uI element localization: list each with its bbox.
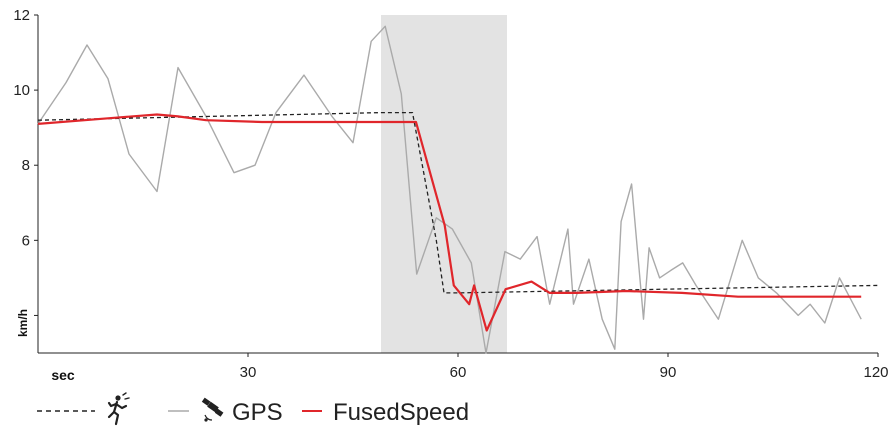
legend-item-reference bbox=[37, 392, 130, 426]
y-tick-label: 6 bbox=[22, 232, 30, 249]
highlight-band-layer bbox=[381, 15, 507, 353]
x-tick-label: 120 bbox=[863, 364, 888, 381]
x-tick-label: 30 bbox=[240, 364, 257, 381]
series-line-reference bbox=[37, 111, 879, 294]
highlight-band bbox=[381, 15, 507, 353]
legend-item-gps: GPS bbox=[168, 397, 283, 426]
legend: GPS FusedSpeed bbox=[37, 392, 469, 426]
series-line-fused bbox=[37, 113, 862, 332]
y-tick-label: 12 bbox=[13, 7, 30, 24]
series-line-gps bbox=[37, 25, 862, 354]
series-layer bbox=[37, 25, 879, 354]
legend-item-fused: FusedSpeed bbox=[302, 399, 469, 426]
x-tick-label: 60 bbox=[450, 364, 467, 381]
x-axis-label: sec bbox=[51, 367, 75, 383]
legend-label-fused: FusedSpeed bbox=[333, 399, 469, 426]
x-tick-label: 90 bbox=[660, 364, 677, 381]
legend-label-gps: GPS bbox=[232, 399, 283, 426]
y-tick-label: 10 bbox=[13, 82, 30, 99]
y-tick-label: 8 bbox=[22, 157, 30, 174]
runner-icon bbox=[107, 392, 130, 426]
y-axis-label: km/h bbox=[16, 309, 30, 337]
satellite-icon bbox=[201, 397, 224, 422]
tick-layer: 6 8 10 12 30 60 90 120 bbox=[13, 7, 888, 381]
